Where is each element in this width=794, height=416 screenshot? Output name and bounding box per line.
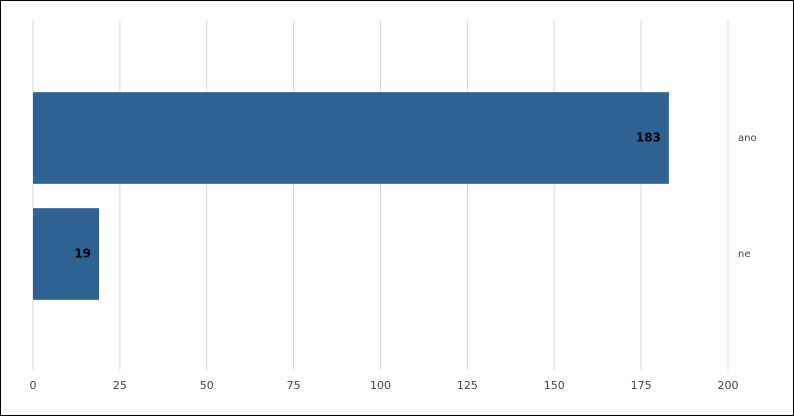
y-tick-label: ne xyxy=(738,249,751,260)
y-tick-label: ano xyxy=(738,133,757,144)
x-tick-label: 0 xyxy=(30,379,37,392)
bar xyxy=(33,208,100,300)
x-tick-label: 200 xyxy=(718,379,739,392)
x-tick-label: 75 xyxy=(287,379,301,392)
x-tick-label: 50 xyxy=(200,379,214,392)
x-tick-label: 150 xyxy=(544,379,565,392)
x-tick-label: 25 xyxy=(113,379,127,392)
x-tick-label: 125 xyxy=(457,379,478,392)
bar xyxy=(33,92,669,184)
data-label: 19 xyxy=(74,247,91,261)
data-label: 183 xyxy=(636,131,661,145)
x-tick-label: 175 xyxy=(631,379,652,392)
x-tick-label: 100 xyxy=(370,379,391,392)
